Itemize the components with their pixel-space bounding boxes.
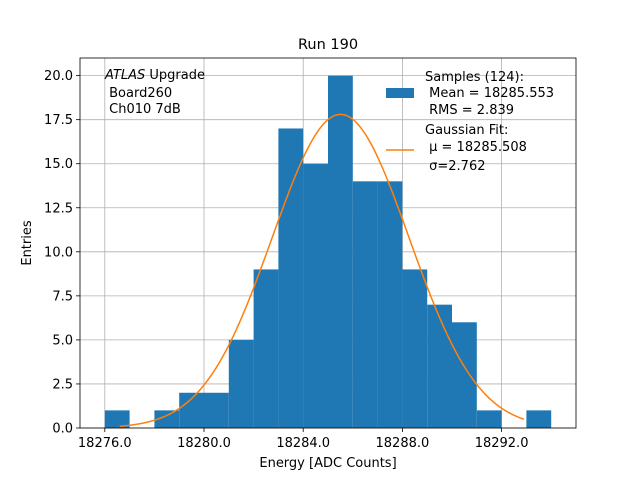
histogram-bar bbox=[204, 392, 229, 428]
y-tick-label: 2.5 bbox=[52, 377, 73, 392]
y-tick-label: 7.5 bbox=[52, 289, 73, 304]
y-tick-label: 17.5 bbox=[44, 113, 73, 128]
y-tick-label: 12.5 bbox=[44, 201, 73, 216]
histogram-bar bbox=[427, 304, 452, 428]
atlas-annotation: ATLAS Upgrade Board260 Ch010 7dB bbox=[104, 68, 205, 117]
x-tick-label: 18284.0 bbox=[276, 436, 330, 451]
x-axis-label: Energy [ADC Counts] bbox=[259, 456, 396, 471]
histogram-bar bbox=[228, 339, 254, 428]
y-axis-ticks: 0.0 2.5 5.0 7.5 10.0 12.5 15.0 17.5 20.0 bbox=[44, 69, 80, 437]
legend-samples-line-3: RMS = 2.839 bbox=[425, 103, 514, 118]
annotation-line-3: Ch010 7dB bbox=[105, 102, 181, 117]
histogram-bar bbox=[104, 410, 130, 428]
x-tick-label: 18288.0 bbox=[376, 436, 430, 451]
legend-samples-line-2: Mean = 18285.553 bbox=[425, 86, 554, 101]
annotation-line-2: Board260 bbox=[105, 86, 172, 101]
histogram-bar bbox=[476, 410, 502, 428]
histogram-bar bbox=[278, 128, 304, 428]
y-tick-label: 5.0 bbox=[52, 333, 73, 348]
y-tick-label: 15.0 bbox=[44, 157, 73, 172]
annotation-line-1: ATLAS Upgrade bbox=[104, 68, 205, 83]
histogram-bars bbox=[104, 75, 552, 428]
x-axis-ticks: 18276.0 18280.0 18284.0 18288.0 18292.0 bbox=[78, 428, 529, 451]
x-tick-label: 18280.0 bbox=[177, 436, 231, 451]
histogram-bar bbox=[402, 269, 428, 428]
legend-samples-line-1: Samples (124): bbox=[425, 70, 524, 85]
legend-samples-patch bbox=[386, 88, 414, 98]
x-tick-label: 18292.0 bbox=[475, 436, 529, 451]
legend-fit-line-3: σ=2.762 bbox=[425, 159, 485, 174]
x-tick-label: 18276.0 bbox=[78, 436, 132, 451]
histogram-bar bbox=[303, 163, 328, 428]
legend-fit-line-1: Gaussian Fit: bbox=[425, 123, 508, 138]
fit-curve bbox=[119, 113, 525, 428]
histogram-bar bbox=[154, 410, 180, 428]
histogram-bar bbox=[526, 410, 552, 428]
y-tick-label: 0.0 bbox=[52, 422, 73, 437]
histogram-bar bbox=[328, 75, 353, 428]
histogram-bar bbox=[452, 322, 477, 428]
y-tick-label: 20.0 bbox=[44, 69, 73, 84]
legend: Samples (124): Mean = 18285.553 RMS = 2.… bbox=[386, 70, 554, 174]
histogram-bar bbox=[352, 181, 378, 428]
histogram-bar bbox=[377, 181, 403, 428]
y-tick-label: 10.0 bbox=[44, 245, 73, 260]
chart-title: Run 190 bbox=[298, 37, 358, 53]
gaussian-fit bbox=[119, 113, 525, 428]
y-axis-label: Entries bbox=[20, 220, 35, 266]
legend-fit-line-2: μ = 18285.508 bbox=[425, 140, 527, 155]
plot-frame bbox=[79, 57, 577, 429]
histogram-bar bbox=[253, 269, 279, 428]
